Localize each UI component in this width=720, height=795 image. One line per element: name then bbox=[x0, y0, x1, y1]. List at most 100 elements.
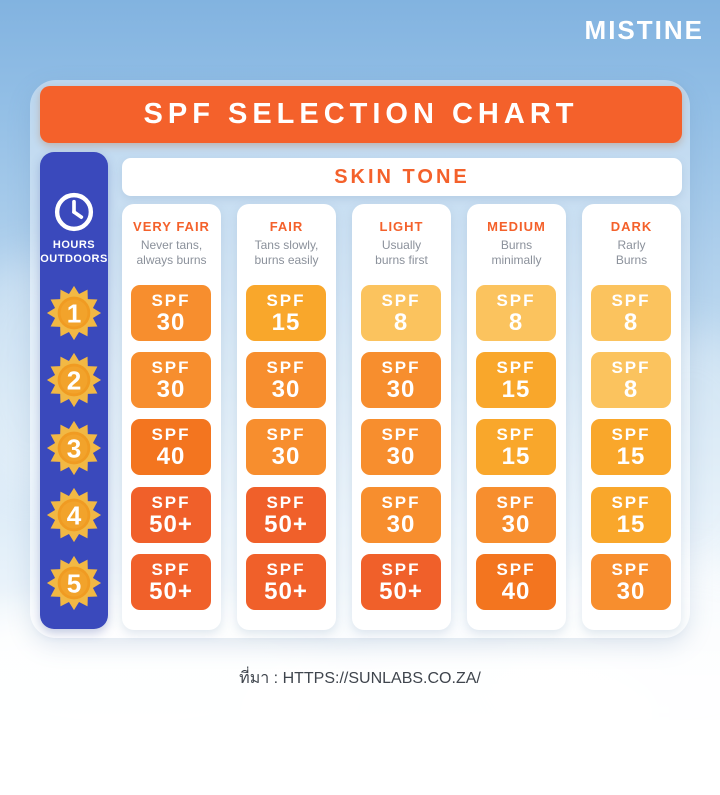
spf-value: 50+ bbox=[264, 577, 308, 605]
spf-label: SPF bbox=[151, 559, 191, 579]
column-desc-line2: burns first bbox=[375, 253, 428, 267]
spf-value: 50+ bbox=[149, 510, 193, 538]
column-title: FAIR bbox=[269, 219, 304, 234]
spf-chip: SPF 30 bbox=[361, 487, 441, 543]
spf-label: SPF bbox=[381, 424, 421, 444]
spf-value: 40 bbox=[501, 577, 531, 605]
spf-chip: SPF 40 bbox=[476, 554, 556, 610]
spf-chip: SPF 40 bbox=[131, 419, 211, 475]
spf-value: 30 bbox=[386, 375, 416, 403]
spf-label: SPF bbox=[496, 357, 536, 377]
spf-value: 30 bbox=[156, 308, 186, 336]
column-title: LIGHT bbox=[379, 219, 424, 234]
spf-value: 30 bbox=[271, 442, 301, 470]
spf-chip: SPF 30 bbox=[361, 419, 441, 475]
column-description: Tans slowly, burns easily bbox=[237, 238, 336, 268]
spf-chip: SPF 8 bbox=[476, 285, 556, 341]
column-description: Usually burns first bbox=[352, 238, 451, 268]
column-description: Rarly Burns bbox=[582, 238, 681, 268]
spf-label: SPF bbox=[381, 492, 421, 512]
spf-label: SPF bbox=[611, 290, 651, 310]
column-description: Burns minimally bbox=[467, 238, 566, 268]
sun-icon-hour-1: 1 bbox=[46, 285, 102, 341]
spf-value: 8 bbox=[623, 375, 639, 403]
spf-value: 15 bbox=[616, 442, 646, 470]
chart-title-bar: SPF SELECTION CHART bbox=[40, 86, 682, 143]
spf-label: SPF bbox=[266, 492, 306, 512]
column-dark: DARK Rarly Burns SPF 8 SPF 8 SPF 15 SPF 15 S… bbox=[582, 204, 681, 630]
hour-number-1: 1 bbox=[67, 298, 82, 328]
spf-value: 15 bbox=[501, 442, 531, 470]
spf-value: 15 bbox=[501, 375, 531, 403]
hour-number-5: 5 bbox=[67, 568, 82, 598]
spf-value: 50+ bbox=[264, 510, 308, 538]
spf-chip: SPF 30 bbox=[246, 419, 326, 475]
spf-chip: SPF 8 bbox=[591, 352, 671, 408]
brand-logo: MISTINE bbox=[584, 15, 704, 45]
hours-label-line1: HOURS bbox=[52, 239, 96, 251]
spf-label: SPF bbox=[381, 357, 421, 377]
spf-chip: SPF 50+ bbox=[246, 554, 326, 610]
spf-chip: SPF 15 bbox=[591, 419, 671, 475]
spf-chip: SPF 30 bbox=[361, 352, 441, 408]
spf-label: SPF bbox=[611, 357, 651, 377]
spf-chip: SPF 30 bbox=[131, 352, 211, 408]
spf-label: SPF bbox=[266, 424, 306, 444]
spf-label: SPF bbox=[496, 559, 536, 579]
skin-tone-header: SKIN TONE bbox=[122, 158, 682, 196]
spf-label: SPF bbox=[496, 290, 536, 310]
column-desc-line1: Never tans, bbox=[140, 238, 203, 252]
spf-label: SPF bbox=[266, 290, 306, 310]
skin-tone-label: SKIN TONE bbox=[334, 165, 470, 188]
spf-chip: SPF 15 bbox=[246, 285, 326, 341]
column-desc-line1: Burns bbox=[500, 238, 533, 252]
spf-chip: SPF 30 bbox=[476, 487, 556, 543]
spf-label: SPF bbox=[266, 357, 306, 377]
sun-icon-hour-3: 3 bbox=[46, 420, 102, 476]
spf-label: SPF bbox=[611, 492, 651, 512]
spf-chip: SPF 50+ bbox=[131, 487, 211, 543]
spf-chip: SPF 30 bbox=[591, 554, 671, 610]
spf-value: 8 bbox=[393, 308, 409, 336]
spf-label: SPF bbox=[496, 492, 536, 512]
column-title: VERY FAIR bbox=[133, 219, 210, 234]
spf-label: SPF bbox=[151, 492, 191, 512]
spf-value: 30 bbox=[616, 577, 646, 605]
spf-chip: SPF 15 bbox=[476, 352, 556, 408]
column-desc-line2: minimally bbox=[491, 253, 542, 267]
chart-title: SPF SELECTION CHART bbox=[143, 98, 579, 130]
spf-label: SPF bbox=[496, 424, 536, 444]
hours-label-line2: OUTDOORS bbox=[40, 253, 108, 265]
column-desc-line2: always burns bbox=[136, 253, 207, 267]
column-desc-line2: burns easily bbox=[254, 253, 319, 267]
spf-value: 50+ bbox=[149, 577, 193, 605]
sun-icon-hour-5: 5 bbox=[46, 555, 102, 611]
hour-number-4: 4 bbox=[67, 500, 82, 530]
spf-label: SPF bbox=[611, 559, 651, 579]
spf-value: 30 bbox=[156, 375, 186, 403]
hours-outdoors-label: HOURS OUTDOORS bbox=[40, 238, 108, 266]
column-desc-line1: Usually bbox=[381, 238, 422, 252]
spf-chip: SPF 8 bbox=[361, 285, 441, 341]
spf-value: 50+ bbox=[379, 577, 423, 605]
column-very-fair: VERY FAIR Never tans, always burns SPF 30… bbox=[122, 204, 221, 630]
spf-value: 30 bbox=[271, 375, 301, 403]
spf-value: 30 bbox=[501, 510, 531, 538]
spf-label: SPF bbox=[151, 290, 191, 310]
spf-chip: SPF 50+ bbox=[246, 487, 326, 543]
spf-chip: SPF 8 bbox=[591, 285, 671, 341]
column-desc-line1: Tans slowly, bbox=[254, 238, 319, 252]
sun-icon-hour-2: 2 bbox=[46, 352, 102, 408]
spf-chip: SPF 15 bbox=[476, 419, 556, 475]
column-light: LIGHT Usually burns first SPF 8 SPF 30 SPF… bbox=[352, 204, 451, 630]
spf-chip: SPF 15 bbox=[591, 487, 671, 543]
spf-value: 15 bbox=[271, 308, 301, 336]
spf-value: 30 bbox=[386, 510, 416, 538]
column-title: MEDIUM bbox=[487, 219, 546, 234]
column-desc-line1: Rarly bbox=[617, 238, 646, 252]
hours-outdoors-column: HOURS OUTDOORS 1 2 3 4 bbox=[40, 152, 108, 629]
spf-label: SPF bbox=[151, 357, 191, 377]
spf-value: 8 bbox=[508, 308, 524, 336]
spf-label: SPF bbox=[266, 559, 306, 579]
spf-chip: SPF 50+ bbox=[361, 554, 441, 610]
